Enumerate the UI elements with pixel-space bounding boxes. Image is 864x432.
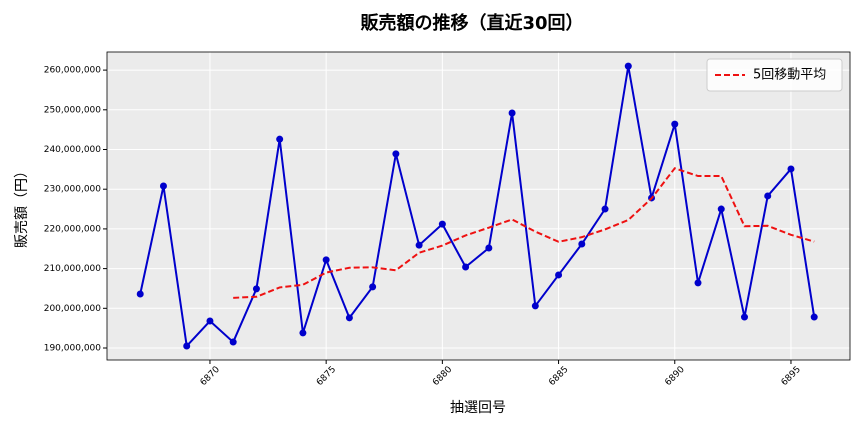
- series-line: [233, 167, 815, 299]
- grid: 190,000,000 200,000,000 210,000,000 220,000…: [44, 52, 850, 388]
- data-point: [531, 302, 539, 310]
- data-point: [740, 313, 748, 321]
- data-point: [206, 317, 214, 325]
- x-tick-label: 6890: [663, 365, 686, 388]
- data-point: [438, 220, 446, 228]
- plot-area: [107, 52, 850, 360]
- data-point: [508, 109, 516, 117]
- data-point: [392, 150, 400, 158]
- data-point: [555, 271, 563, 279]
- data-point: [694, 279, 702, 287]
- data-point: [810, 313, 818, 321]
- data-point: [229, 338, 237, 346]
- data-point: [578, 240, 586, 248]
- y-tick-label: 240,000,000: [44, 145, 102, 155]
- legend-box: [706, 58, 843, 92]
- x-axis-label: 抽選回号: [450, 400, 506, 416]
- x-tick-label: 6880: [431, 365, 454, 388]
- data-point: [299, 329, 307, 337]
- data-point: [159, 182, 167, 190]
- y-tick-label: 260,000,000: [44, 66, 102, 76]
- data-point: [345, 314, 353, 322]
- plot-frame: [106, 51, 851, 361]
- data-point: [415, 241, 423, 249]
- data-point: [671, 120, 679, 128]
- x-tick-label: 6885: [547, 365, 570, 388]
- y-tick-label: 200,000,000: [44, 304, 102, 314]
- data-point: [601, 205, 609, 213]
- data-point: [252, 285, 260, 293]
- data-point: [136, 290, 144, 298]
- y-tick-label: 220,000,000: [44, 224, 102, 234]
- y-tick-label: 190,000,000: [44, 344, 102, 354]
- y-tick-label: 230,000,000: [44, 185, 102, 195]
- data-point: [183, 342, 191, 350]
- y-tick-label: 210,000,000: [44, 264, 102, 274]
- data-point: [717, 205, 725, 213]
- data-point: [485, 244, 493, 252]
- data-point: [624, 62, 632, 70]
- data-point: [764, 192, 772, 200]
- chart-title: 販売額の推移（直近30回）: [360, 12, 583, 34]
- x-tick-label: 6870: [199, 365, 222, 388]
- x-tick-label: 6895: [780, 365, 803, 388]
- legend-label: 5回移動平均: [753, 68, 826, 83]
- legend: 5回移動平均: [706, 58, 843, 92]
- data-point: [787, 165, 795, 173]
- y-axis-label: 販売額（円）: [14, 164, 30, 248]
- x-tick-label: 6875: [315, 365, 338, 388]
- y-tick-label: 250,000,000: [44, 105, 102, 115]
- data-point: [462, 263, 470, 271]
- marks: [106, 51, 851, 361]
- data-point: [322, 256, 330, 264]
- data-point: [369, 283, 377, 291]
- data-point: [276, 135, 284, 143]
